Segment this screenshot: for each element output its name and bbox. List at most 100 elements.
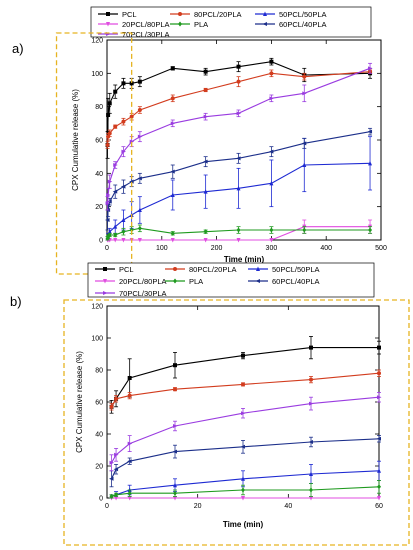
x-tick-label: 40	[284, 503, 292, 510]
data-point-50pcl-50pla	[236, 185, 241, 191]
legend-marker-pcl	[103, 267, 107, 271]
y-tick-label: 120	[91, 304, 103, 311]
data-point-80pcl-20pla	[269, 71, 274, 76]
data-point-60pcl-40pla	[203, 159, 208, 164]
data-point-70pcl-30pla	[170, 121, 176, 126]
data-point-60pcl-40pla	[236, 156, 241, 161]
series-line-pla	[111, 486, 380, 497]
data-point-60pcl-40pla	[120, 184, 126, 189]
data-point-80pcl-20pla	[105, 143, 110, 147]
data-point-20pcl-80pla	[377, 496, 381, 501]
data-point-60pcl-40pla	[109, 476, 114, 481]
data-point-60pcl-40pla	[268, 149, 274, 154]
data-point-20pcl-80pla	[113, 238, 118, 243]
data-point-80pcl-20pla	[107, 131, 112, 136]
data-point-pla	[121, 229, 126, 235]
data-point-80pcl-20pla	[302, 74, 307, 79]
x-tick-label: 400	[320, 245, 332, 252]
y-tick-label: 60	[95, 400, 103, 407]
series-group	[105, 57, 373, 243]
data-point-50pcl-50pla	[170, 192, 175, 197]
legend-label-pla: PLA	[189, 277, 203, 286]
data-point-20pcl-80pla	[170, 238, 175, 243]
data-point-pla	[127, 490, 132, 496]
y-axis-label: CPX Cumulative release (%)	[71, 89, 80, 191]
data-point-50pcl-50pla	[203, 189, 208, 194]
data-point-pcl	[309, 345, 313, 350]
data-point-70pcl-30pla	[127, 441, 133, 446]
data-point-pcl	[129, 81, 134, 86]
legend-box	[90, 6, 372, 38]
y-tick-label: 20	[95, 204, 103, 211]
legend-marker-20pcl-80pla	[103, 279, 107, 284]
data-point-pla	[368, 227, 373, 233]
legend-marker-50pcl-50pla	[256, 266, 260, 271]
data-point-50pcl-50pla	[121, 217, 126, 222]
data-point-pcl	[236, 64, 241, 69]
data-point-50pcl-50pla	[309, 471, 313, 476]
data-point-pcl	[170, 66, 175, 71]
data-point-50pcl-50pla	[302, 162, 307, 167]
y-tick-label: 100	[91, 71, 103, 78]
panel-letter: b)	[10, 294, 22, 309]
legend-label-80pcl-20pla: 80PCL/20PLA	[189, 265, 237, 274]
legend-label-20pcl-80pla: 20PCL/80PLA	[119, 277, 167, 286]
data-point-50pcl-50pla	[269, 180, 274, 186]
plot-area	[106, 305, 380, 499]
data-point-pla	[302, 227, 307, 233]
data-point-60pcl-40pla	[367, 129, 373, 134]
data-point-60pcl-40pla	[376, 436, 381, 441]
data-point-pla	[377, 484, 381, 490]
data-point-pla	[137, 225, 142, 231]
legend-label-pla: PLA	[194, 20, 208, 29]
x-tick-label: 300	[266, 245, 278, 252]
data-point-pcl	[113, 89, 118, 94]
y-tick-label: 80	[95, 104, 103, 111]
legend-marker-50pcl-50pla	[263, 11, 267, 16]
data-point-20pcl-80pla	[121, 238, 126, 243]
legend-label-70pcl-30pla: 70PCL/30PLA	[122, 30, 170, 39]
highlight-region	[55, 32, 133, 275]
data-point-70pcl-30pla	[377, 395, 382, 400]
legend-label-80pcl-20pla: 80PCL/20PLA	[194, 10, 242, 19]
x-tick-label: 100	[156, 245, 168, 252]
panel-a: a) PCL 80PCL/20PLA 50PCL/50PLA 20PCL/80PLA PL…	[12, 6, 387, 275]
data-point-80pcl-20pla	[377, 371, 381, 376]
data-point-70pcl-30pla	[236, 111, 242, 116]
y-tick-label: 0	[99, 496, 103, 503]
data-point-20pcl-80pla	[114, 496, 119, 501]
data-point-20pcl-80pla	[236, 238, 241, 243]
data-point-80pcl-20pla	[121, 119, 126, 124]
legend-marker-20pcl-80pla	[106, 22, 110, 27]
data-point-80pcl-20pla	[309, 377, 313, 382]
y-tick-label: 100	[91, 336, 103, 343]
data-point-80pcl-20pla	[241, 382, 245, 387]
legend-label-60pcl-40pla: 60PCL/40PLA	[279, 20, 327, 29]
y-tick-label: 60	[95, 138, 103, 145]
legend-label-pcl: PCL	[122, 10, 137, 19]
data-point-60pcl-40pla	[113, 467, 119, 472]
data-point-80pcl-20pla	[109, 404, 114, 409]
data-point-pla	[269, 227, 274, 233]
data-point-70pcl-30pla	[203, 114, 209, 119]
x-axis-label: Time (min)	[224, 255, 265, 264]
data-point-70pcl-30pla	[105, 201, 111, 206]
y-tick-label: 120	[91, 38, 103, 45]
data-point-60pcl-40pla	[127, 459, 132, 464]
data-point-20pcl-80pla	[269, 238, 274, 243]
data-point-60pcl-40pla	[308, 440, 313, 444]
data-point-pla	[173, 490, 177, 496]
data-point-70pcl-30pla	[107, 179, 113, 184]
data-point-20pcl-80pla	[309, 496, 313, 501]
data-point-70pcl-30pla	[106, 193, 111, 197]
data-point-pla	[109, 493, 114, 499]
legend-label-70pcl-30pla: 70PCL/30PLA	[119, 289, 167, 298]
data-point-80pcl-20pla	[113, 124, 118, 129]
data-point-70pcl-30pla	[121, 149, 126, 154]
data-point-70pcl-30pla	[129, 139, 135, 144]
legend-label-pcl: PCL	[119, 265, 134, 274]
legend-marker-60pcl-40pla	[262, 22, 267, 26]
data-point-pcl	[269, 59, 274, 64]
y-tick-label: 40	[95, 171, 103, 178]
